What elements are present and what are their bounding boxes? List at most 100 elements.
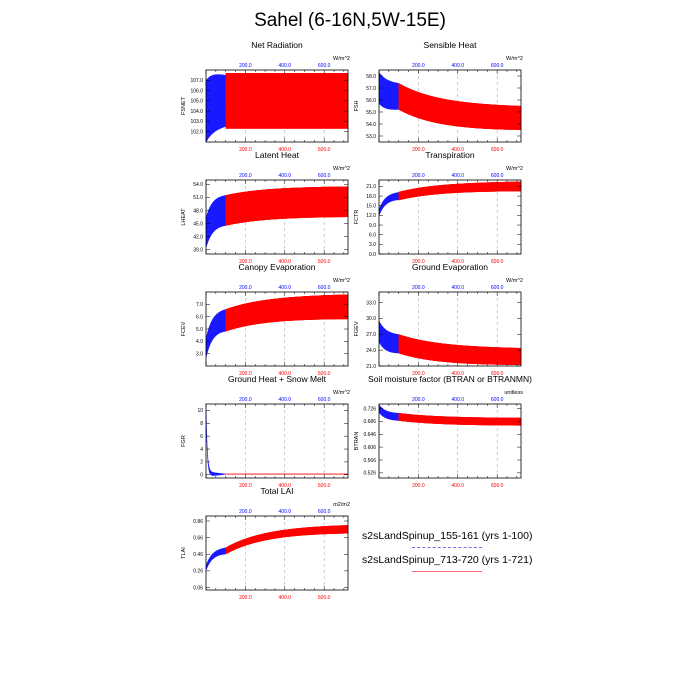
y-tick-label: 33.0	[366, 300, 376, 306]
chart-title: Sensible Heat	[424, 40, 478, 50]
chart-title: Soil moisture factor (BTRAN or BTRANMN)	[368, 374, 532, 384]
y-tick-label: 21.0	[366, 184, 376, 190]
chart-title: Ground Heat + Snow Melt	[228, 374, 327, 384]
x-tick-label-bottom: 400.0	[452, 483, 465, 489]
legend-line-run1	[412, 547, 482, 548]
y-tick-label: 4.0	[196, 339, 203, 345]
y-axis-label: LHEAT	[181, 208, 187, 226]
plot-frame	[378, 291, 522, 367]
y-tick-label: 8	[200, 421, 203, 427]
series-line-1	[398, 413, 522, 426]
x-tick-label-bottom: 200.0	[412, 371, 425, 377]
x-tick-label-bottom: 600.0	[491, 371, 504, 377]
y-tick-label: 30.0	[366, 316, 376, 322]
y-tick-label: 39.0	[193, 247, 203, 253]
chart-panel-5: Ground Evaporation W/m^2 FGEV 200.0 400.0 600…	[354, 262, 523, 377]
chart-panel-2: Latent Heat W/m^2 LHEAT 200.0 400.0 600.0 200.…	[181, 150, 350, 265]
series-line-0	[205, 195, 226, 248]
chart-panel-3: Transpiration W/m^2 FCTR 200.0 400.0 600.0 200…	[354, 150, 523, 265]
y-tick-label: 0.526	[363, 471, 376, 477]
x-tick-label-top: 600.0	[318, 285, 331, 291]
y-tick-label: 103.0	[190, 119, 203, 125]
chart-panel-4: Canopy Evaporation W/m^2 FCEV 200.0 400.0 600…	[181, 262, 350, 377]
plot-frame	[205, 179, 349, 255]
x-tick-label-top: 600.0	[491, 173, 504, 179]
y-axis-label: FCTR	[354, 210, 360, 225]
x-tick-label-top: 200.0	[239, 285, 252, 291]
y-tick-label: 0	[200, 473, 203, 479]
x-tick-label-bottom: 200.0	[239, 147, 252, 153]
x-tick-label-bottom: 400.0	[452, 147, 465, 153]
y-tick-label: 12.0	[366, 213, 376, 219]
x-tick-label-top: 200.0	[239, 397, 252, 403]
y-tick-label: 102.0	[190, 130, 203, 136]
y-axis-label: FGR	[181, 435, 187, 447]
chart-title: Net Radiation	[251, 40, 303, 50]
x-tick-label-top: 400.0	[452, 63, 465, 69]
plot-frame	[378, 69, 522, 143]
y-tick-label: 58.0	[366, 74, 376, 80]
x-tick-label-bottom: 200.0	[239, 483, 252, 489]
y-tick-label: 0.06	[193, 585, 203, 591]
chart-units: W/m^2	[506, 278, 523, 284]
legend-entry-run2: s2sLandSpinup_713-720 (yrs 1-721)	[362, 554, 532, 578]
y-tick-label: 15.0	[366, 204, 376, 210]
x-tick-label-bottom: 400.0	[452, 371, 465, 377]
chart-units: W/m^2	[506, 166, 523, 172]
y-tick-label: 7.0	[196, 302, 203, 308]
y-tick-label: 55.0	[366, 110, 376, 116]
x-tick-label-top: 400.0	[279, 509, 292, 515]
x-tick-label-bottom: 600.0	[491, 259, 504, 265]
chart-title: Ground Evaporation	[412, 262, 488, 272]
x-tick-label-bottom: 400.0	[279, 595, 292, 601]
y-tick-label: 9.0	[369, 223, 376, 229]
series-line-1	[398, 83, 522, 131]
y-tick-label: 53.0	[366, 134, 376, 140]
x-tick-label-bottom: 200.0	[239, 595, 252, 601]
x-tick-label-top: 200.0	[412, 397, 425, 403]
legend-line-run2	[412, 571, 482, 572]
y-tick-label: 4	[200, 447, 203, 453]
x-tick-label-bottom: 600.0	[318, 595, 331, 601]
plot-frame	[205, 515, 349, 591]
y-tick-label: 57.0	[366, 86, 376, 92]
y-tick-label: 0.66	[193, 535, 203, 541]
series-line-1	[225, 294, 349, 332]
chart-units: W/m^2	[506, 56, 523, 62]
series-line-1	[225, 186, 349, 226]
x-tick-label-top: 400.0	[279, 397, 292, 403]
x-tick-label-top: 200.0	[239, 173, 252, 179]
y-tick-label: 0.606	[363, 445, 376, 451]
x-tick-label-top: 600.0	[318, 509, 331, 515]
x-tick-label-bottom: 400.0	[279, 483, 292, 489]
chart-panel-6: Ground Heat + Snow Melt W/m^2 FGR 200.0 400.…	[181, 374, 350, 489]
plot-frame	[205, 69, 349, 143]
chart-title: Transpiration	[425, 150, 475, 160]
y-tick-label: 42.0	[193, 234, 203, 240]
y-tick-label: 0.46	[193, 552, 203, 558]
x-tick-label-bottom: 400.0	[452, 259, 465, 265]
y-tick-label: 56.0	[366, 98, 376, 104]
series-line-0	[205, 411, 226, 476]
y-tick-label: 0.686	[363, 419, 376, 425]
legend: s2sLandSpinup_155-161 (yrs 1-100) s2sLan…	[362, 530, 532, 578]
chart-units: W/m^2	[333, 278, 350, 284]
x-tick-label-bottom: 400.0	[279, 371, 292, 377]
y-axis-label: FGEV	[354, 321, 360, 336]
y-tick-label: 0.86	[193, 519, 203, 525]
y-tick-label: 45.0	[193, 221, 203, 227]
x-tick-label-bottom: 600.0	[491, 147, 504, 153]
chart-panel-1: Sensible Heat W/m^2 FSH 200.0 400.0 600.0 200.…	[354, 40, 523, 153]
chart-units: W/m^2	[333, 56, 350, 62]
y-tick-label: 0.726	[363, 406, 376, 412]
y-tick-label: 18.0	[366, 194, 376, 200]
plot-frame	[205, 403, 349, 479]
y-axis-label: BTRAN	[354, 432, 360, 451]
y-tick-label: 104.0	[190, 109, 203, 115]
y-axis-label: TLAI	[181, 547, 187, 559]
chart-panel-7: Soil moisture factor (BTRAN or BTRANMN) u…	[354, 374, 532, 489]
x-tick-label-top: 600.0	[491, 285, 504, 291]
chart-title: Total LAI	[260, 486, 293, 496]
plot-frame	[378, 179, 522, 255]
